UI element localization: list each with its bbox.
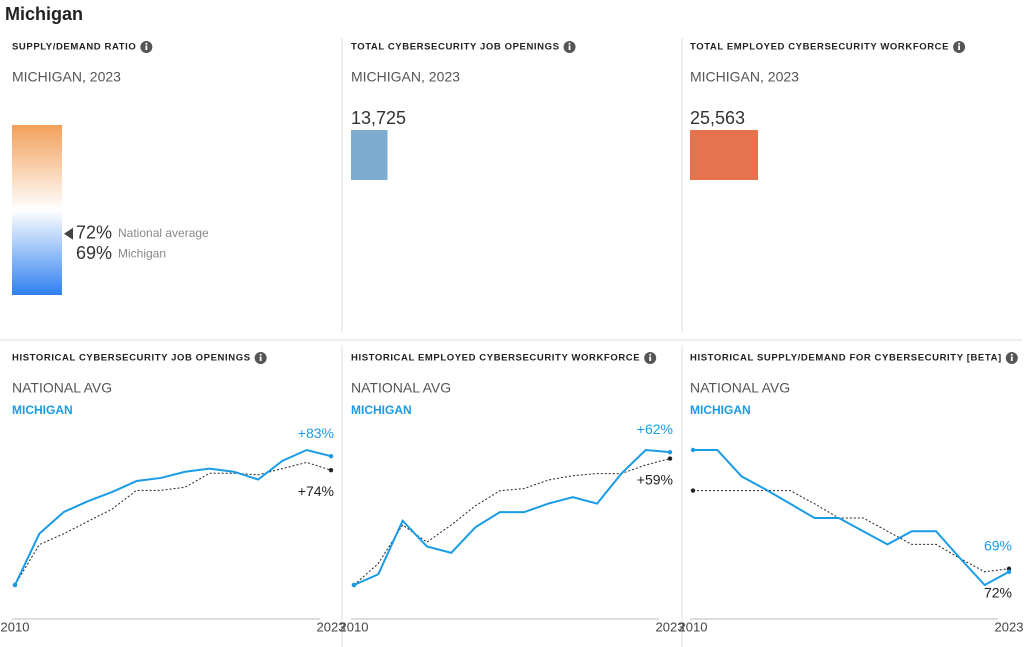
info-icon-glyph <box>1010 356 1013 361</box>
gradient-bar <box>12 125 62 295</box>
panel-heading: HISTORICAL SUPPLY/DEMAND FOR CYBERSECURI… <box>690 353 1002 364</box>
info-icon-glyph <box>649 356 652 361</box>
series-end-dot <box>1006 566 1012 571</box>
page-title: Michigan <box>5 4 83 24</box>
x-tick-label: 2023 <box>995 619 1024 634</box>
x-tick-label: 2010 <box>679 619 708 634</box>
total-bar <box>351 130 388 180</box>
series-end-dot <box>328 454 334 459</box>
legend-entry: NATIONAL AVG <box>351 380 451 396</box>
series-line <box>353 448 671 586</box>
series-line <box>14 448 332 586</box>
end-label: +83% <box>298 425 334 441</box>
info-icon-glyph <box>145 45 148 50</box>
series-line <box>693 490 1010 573</box>
series-line <box>353 458 671 586</box>
end-label: +59% <box>637 471 673 487</box>
total-value: 13,725 <box>351 108 406 128</box>
x-tick-label: 2023 <box>317 619 346 634</box>
panel-heading: SUPPLY/DEMAND RATIO <box>12 42 136 53</box>
end-label: 72% <box>984 585 1012 601</box>
panel-heading: TOTAL CYBERSECURITY JOB OPENINGS <box>351 42 560 53</box>
series-line <box>693 449 1010 587</box>
end-label: 69% <box>984 537 1012 553</box>
series-end-dot <box>12 582 18 588</box>
panel-heading: HISTORICAL EMPLOYED CYBERSECURITY WORKFO… <box>351 353 640 364</box>
info-icon-glyph <box>649 353 652 356</box>
info-icon-glyph <box>958 45 960 50</box>
panel-subheading: MICHIGAN, 2023 <box>351 69 460 85</box>
legend-entry: MICHIGAN <box>690 403 751 417</box>
series-end-dot <box>690 488 696 493</box>
marker-name: Michigan <box>118 246 166 260</box>
legend-entry: NATIONAL AVG <box>12 380 112 396</box>
x-tick-label: 2010 <box>1 619 30 634</box>
panel-subheading: MICHIGAN, 2023 <box>12 69 121 85</box>
marker-value: 69% <box>76 243 112 263</box>
x-tick-label: 2010 <box>340 619 369 634</box>
series-end-dot <box>667 456 673 461</box>
info-icon-glyph <box>145 42 148 45</box>
marker-name: National average <box>118 226 209 240</box>
panel-heading: HISTORICAL CYBERSECURITY JOB OPENINGS <box>12 353 251 364</box>
info-icon-glyph <box>259 356 262 361</box>
total-bar <box>690 130 758 180</box>
series-end-dot <box>1006 569 1012 575</box>
end-label: +62% <box>637 421 673 437</box>
info-icon-glyph <box>1010 353 1013 356</box>
info-icon-glyph <box>259 353 262 356</box>
info-icon-glyph <box>958 42 961 45</box>
series-end-dot <box>667 449 673 455</box>
info-icon-glyph <box>568 42 571 45</box>
series-end-dot <box>328 467 334 473</box>
info-icon-glyph <box>568 45 571 50</box>
series-end-dot <box>690 447 696 453</box>
marker-pointer <box>64 227 73 240</box>
series-line <box>14 461 332 586</box>
x-tick-label: 2023 <box>656 619 685 634</box>
end-label: +74% <box>298 483 334 499</box>
marker-value: 72% <box>76 223 112 243</box>
legend-entry: NATIONAL AVG <box>690 380 790 396</box>
panel-heading: TOTAL EMPLOYED CYBERSECURITY WORKFORCE <box>690 42 949 53</box>
legend-entry: MICHIGAN <box>351 403 412 417</box>
series-end-dot <box>351 582 357 588</box>
panel-subheading: MICHIGAN, 2023 <box>690 69 799 85</box>
total-value: 25,563 <box>690 108 745 128</box>
legend-entry: MICHIGAN <box>12 403 73 417</box>
